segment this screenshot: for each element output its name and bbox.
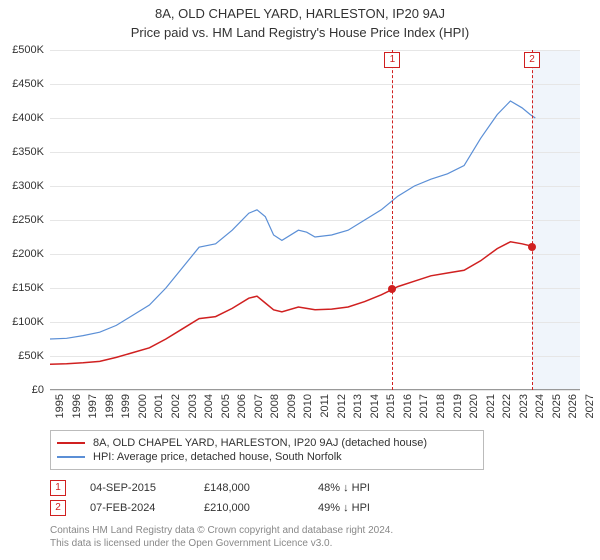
x-tick-label: 2012 xyxy=(336,394,348,418)
legend: 8A, OLD CHAPEL YARD, HARLESTON, IP20 9AJ… xyxy=(50,430,484,470)
event-date: 07-FEB-2024 xyxy=(90,502,180,514)
event-marker: 1 xyxy=(384,52,400,68)
x-tick-label: 1997 xyxy=(87,394,99,418)
y-tick-label: £200K xyxy=(12,248,44,260)
legend-item-price-paid: 8A, OLD CHAPEL YARD, HARLESTON, IP20 9AJ… xyxy=(57,437,477,449)
event-row: 1 04-SEP-2015 £148,000 48% ↓ HPI xyxy=(50,480,408,496)
x-tick-label: 2018 xyxy=(435,394,447,418)
series-line xyxy=(50,101,535,339)
y-tick-label: £350K xyxy=(12,146,44,158)
x-tick-label: 1995 xyxy=(54,394,66,418)
legend-label: HPI: Average price, detached house, Sout… xyxy=(93,451,342,463)
x-tick-label: 2026 xyxy=(567,394,579,418)
event-index-box: 2 xyxy=(50,500,66,516)
event-line xyxy=(392,50,393,390)
series-line xyxy=(50,242,532,364)
event-index-box: 1 xyxy=(50,480,66,496)
event-line xyxy=(532,50,533,390)
x-tick-label: 2022 xyxy=(501,394,513,418)
y-tick-label: £0 xyxy=(32,384,44,396)
x-tick-label: 2000 xyxy=(137,394,149,418)
x-tick-label: 2007 xyxy=(253,394,265,418)
x-tick-label: 2025 xyxy=(551,394,563,418)
x-tick-label: 2024 xyxy=(534,394,546,418)
chart-area: 12 £0£50K£100K£150K£200K£250K£300K£350K£… xyxy=(50,50,580,390)
x-tick-label: 2019 xyxy=(452,394,464,418)
titles: 8A, OLD CHAPEL YARD, HARLESTON, IP20 9AJ… xyxy=(0,0,600,40)
event-price: £148,000 xyxy=(204,482,294,494)
legend-swatch xyxy=(57,456,85,458)
x-tick-label: 2006 xyxy=(236,394,248,418)
event-marker: 2 xyxy=(524,52,540,68)
x-tick-label: 2023 xyxy=(518,394,530,418)
legend-label: 8A, OLD CHAPEL YARD, HARLESTON, IP20 9AJ… xyxy=(93,437,427,449)
x-tick-label: 1999 xyxy=(120,394,132,418)
chart-container: 8A, OLD CHAPEL YARD, HARLESTON, IP20 9AJ… xyxy=(0,0,600,560)
legend-item-hpi: HPI: Average price, detached house, Sout… xyxy=(57,451,477,463)
x-tick-label: 2021 xyxy=(485,394,497,418)
y-tick-label: £400K xyxy=(12,112,44,124)
x-tick-label: 2027 xyxy=(584,394,596,418)
line-plot xyxy=(50,50,580,390)
event-date: 04-SEP-2015 xyxy=(90,482,180,494)
x-tick-label: 2008 xyxy=(269,394,281,418)
x-tick-label: 2004 xyxy=(203,394,215,418)
footer-line: Contains HM Land Registry data © Crown c… xyxy=(50,524,570,537)
y-tick-label: £300K xyxy=(12,180,44,192)
event-point xyxy=(528,243,536,251)
event-price: £210,000 xyxy=(204,502,294,514)
x-tick-label: 2013 xyxy=(352,394,364,418)
footer-line: This data is licensed under the Open Gov… xyxy=(50,537,570,550)
footer: Contains HM Land Registry data © Crown c… xyxy=(50,524,570,550)
x-tick-label: 2017 xyxy=(418,394,430,418)
event-point xyxy=(388,285,396,293)
x-tick-label: 2014 xyxy=(369,394,381,418)
events-table: 1 04-SEP-2015 £148,000 48% ↓ HPI 2 07-FE… xyxy=(50,476,408,520)
y-tick-label: £150K xyxy=(12,282,44,294)
x-tick-label: 1998 xyxy=(104,394,116,418)
x-tick-label: 1996 xyxy=(71,394,83,418)
x-tick-label: 2005 xyxy=(220,394,232,418)
x-tick-label: 2001 xyxy=(153,394,165,418)
x-tick-label: 2002 xyxy=(170,394,182,418)
x-tick-label: 2020 xyxy=(468,394,480,418)
y-tick-label: £450K xyxy=(12,78,44,90)
subtitle: Price paid vs. HM Land Registry's House … xyxy=(0,25,600,40)
x-tick-label: 2010 xyxy=(302,394,314,418)
y-tick-label: £50K xyxy=(18,350,44,362)
y-tick-label: £250K xyxy=(12,214,44,226)
legend-swatch xyxy=(57,442,85,444)
y-tick-label: £500K xyxy=(12,44,44,56)
x-tick-label: 2015 xyxy=(385,394,397,418)
x-tick-label: 2009 xyxy=(286,394,298,418)
x-tick-label: 2016 xyxy=(402,394,414,418)
x-tick-label: 2003 xyxy=(187,394,199,418)
title: 8A, OLD CHAPEL YARD, HARLESTON, IP20 9AJ xyxy=(0,6,600,21)
event-delta: 49% ↓ HPI xyxy=(318,502,408,514)
event-delta: 48% ↓ HPI xyxy=(318,482,408,494)
x-tick-label: 2011 xyxy=(319,394,331,418)
y-tick-label: £100K xyxy=(12,316,44,328)
event-row: 2 07-FEB-2024 £210,000 49% ↓ HPI xyxy=(50,500,408,516)
